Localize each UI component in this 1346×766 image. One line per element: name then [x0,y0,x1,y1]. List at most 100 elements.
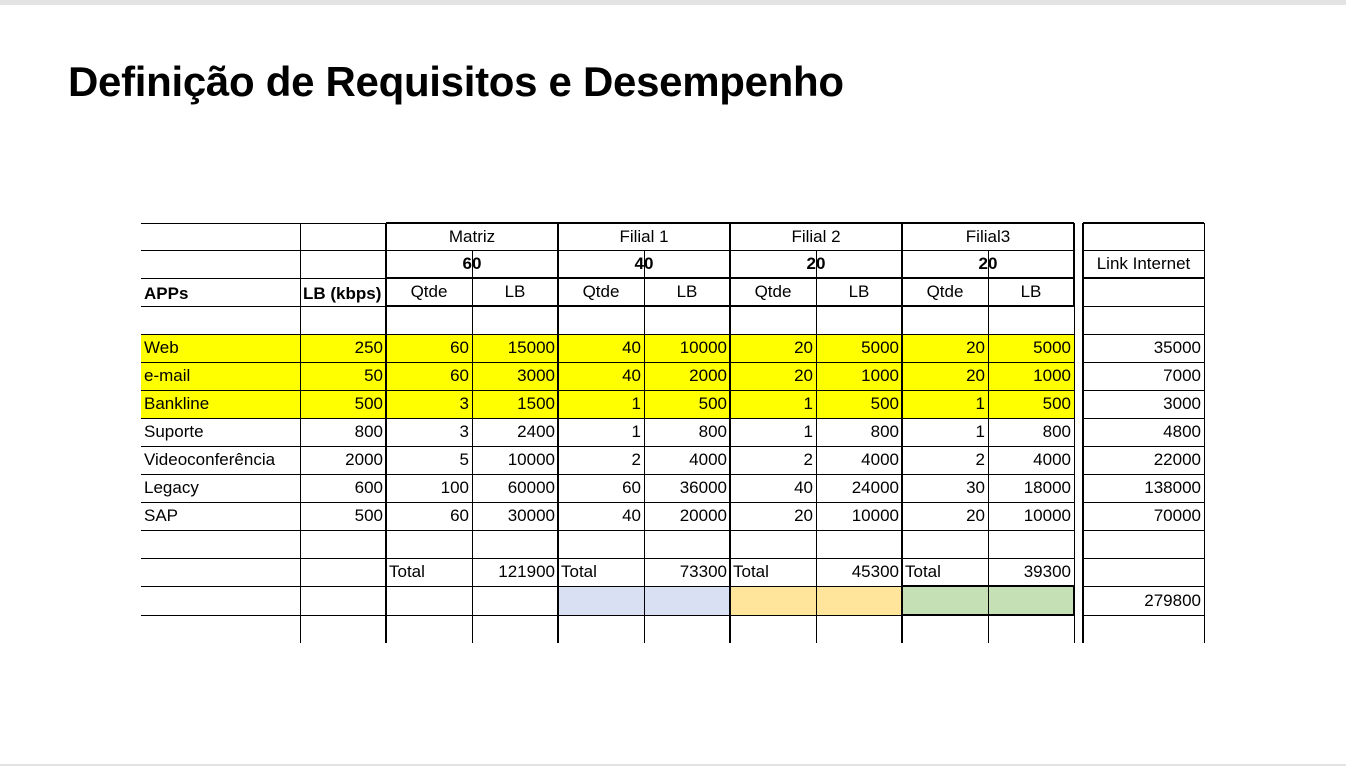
link-value: 3000 [1163,394,1201,413]
data-cell: 40 [622,506,641,525]
data-cell: 1 [975,394,985,413]
grid-line [1082,223,1084,643]
data-cell: 800 [870,422,899,441]
grid-line [988,250,989,643]
grid-line [141,474,1074,475]
data-cell: 3000 [517,366,555,385]
data-cell: 40 [622,338,641,357]
data-cell: 1 [803,422,813,441]
grid-line [1083,222,1204,224]
group-count: 60 [462,254,482,273]
qtde-header: Qtde [754,282,792,301]
lb-subheader: LB [504,282,526,301]
group-count: 20 [806,254,826,273]
lb-subheader: LB [1020,282,1042,301]
highlight-row [141,334,1074,362]
data-cell: 800 [1042,422,1071,441]
app-name: e-mail [144,366,191,385]
data-cell: 30 [966,478,985,497]
grid-line [1083,586,1204,587]
data-cell: 500 [1042,394,1071,413]
data-cell: 24000 [851,478,899,497]
app-lb-value: 800 [354,422,383,441]
data-cell: 60 [450,506,469,525]
grid-line [816,250,817,643]
data-cell: 60000 [507,478,555,497]
data-cell: 20 [794,366,813,385]
grid-line [300,223,301,643]
app-lb-value: 2000 [345,450,383,469]
grid-line [385,223,387,643]
data-cell: 2 [631,450,641,469]
group-name: Filial 1 [619,227,669,246]
data-cell: 36000 [679,478,727,497]
total-label: Total [561,562,597,581]
data-cell: 800 [698,422,727,441]
grid-line [901,223,903,643]
data-cell: 10000 [1023,506,1071,525]
qtde-header: Qtde [582,282,620,301]
link-value: 22000 [1153,450,1201,469]
data-cell: 1 [631,422,641,441]
grid-line [1083,502,1204,503]
app-lb-value: 50 [364,366,383,385]
data-cell: 1 [803,394,813,413]
grid-line [141,558,1074,559]
data-cell: 10000 [507,450,555,469]
grid-line [1074,306,1075,643]
group-count: 40 [634,254,654,273]
grid-line [557,223,559,643]
grid-line [1083,615,1204,616]
data-cell: 10000 [679,338,727,357]
data-cell: 500 [698,394,727,413]
data-cell: 1000 [1033,366,1071,385]
slide-title: Definição de Requisitos e Desempenho [68,58,844,105]
data-cell: 100 [440,478,469,497]
link-value: 4800 [1163,422,1201,441]
total-value: 73300 [679,562,727,581]
group-name: Filial3 [965,227,1011,246]
data-cell: 5000 [1033,338,1071,357]
data-cell: 4000 [861,450,899,469]
grid-line [141,586,1074,587]
grid-line [1083,362,1204,363]
data-cell: 10000 [851,506,899,525]
total-label: Total [733,562,769,581]
data-cell: 40 [794,478,813,497]
grid-line [1083,306,1204,307]
data-cell: 18000 [1023,478,1071,497]
app-name: Suporte [144,422,204,441]
grid-line [141,362,1074,363]
data-cell: 2 [803,450,813,469]
apps-header: APPs [144,284,189,303]
data-cell: 15000 [507,338,555,357]
app-lb-value: 250 [354,338,383,357]
data-cell: 3 [459,394,469,413]
grid-line [141,390,1074,391]
grid-line [141,334,1074,335]
grid-line [1073,223,1075,306]
data-cell: 60 [450,338,469,357]
data-cell: 2 [975,450,985,469]
grid-line [1083,446,1204,447]
data-cell: 2400 [517,422,555,441]
qtde-header: Qtde [410,282,448,301]
grid-line [1083,277,1204,279]
app-lb-value: 500 [354,394,383,413]
data-cell: 1000 [861,366,899,385]
data-cell: 60 [450,366,469,385]
data-cell: 4000 [1033,450,1071,469]
grid-line [729,223,731,643]
data-cell: 1500 [517,394,555,413]
grid-line [1083,530,1204,531]
link-value: 7000 [1163,366,1201,385]
grid-line [1083,558,1204,559]
data-cell: 4000 [689,450,727,469]
grid-line [141,615,1074,616]
lb-subheader: LB [848,282,870,301]
grid-line [1083,474,1204,475]
app-name: Legacy [144,478,199,497]
data-cell: 40 [622,366,641,385]
grand-total: 279800 [1144,591,1201,610]
link-value: 35000 [1153,338,1201,357]
